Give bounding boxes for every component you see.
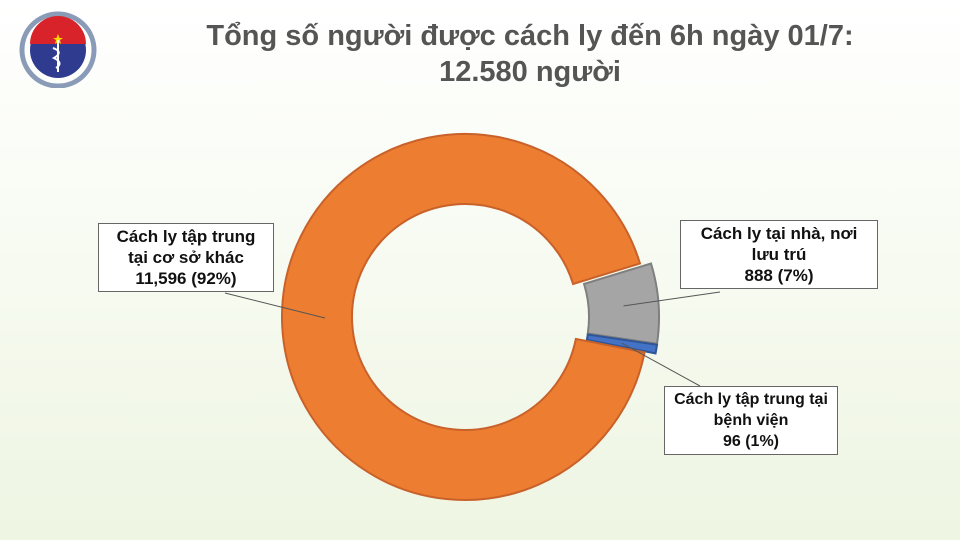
- leader-line: [224, 292, 326, 319]
- label-value: 11,596 (92%): [135, 269, 237, 288]
- label-value: 888 (7%): [744, 266, 814, 285]
- slice-other-facility: [281, 133, 646, 501]
- label-line: Cách ly tập trung tại: [674, 391, 828, 408]
- slice-hospital: [585, 333, 659, 355]
- label-line: Cách ly tại nhà, nơi: [700, 224, 858, 243]
- label-line: tại cơ sở khác: [128, 248, 244, 267]
- label-home-quarantine: Cách ly tại nhà, nơi lưu trú 888 (7%): [680, 220, 878, 289]
- label-line: lưu trú: [751, 245, 807, 264]
- leader-line: [621, 342, 701, 387]
- label-value: 96 (1%): [722, 433, 780, 450]
- label-hospital-quarantine: Cách ly tập trung tại bệnh viện 96 (1%): [664, 386, 838, 455]
- label-other-facility-quarantine: Cách ly tập trung tại cơ sở khác 11,596 …: [98, 223, 274, 292]
- title-line: Tổng số người được cách ly đến 6h ngày 0…: [206, 20, 854, 52]
- subtitle-line: 12.580 người: [439, 56, 621, 88]
- label-line: Cách ly tập trung: [116, 227, 256, 246]
- chart-title: Tổng số người được cách ly đến 6h ngày 0…: [140, 18, 920, 90]
- label-line: bệnh viện: [713, 412, 789, 429]
- leader-line: [623, 291, 721, 307]
- ministry-of-health-logo: [18, 8, 98, 89]
